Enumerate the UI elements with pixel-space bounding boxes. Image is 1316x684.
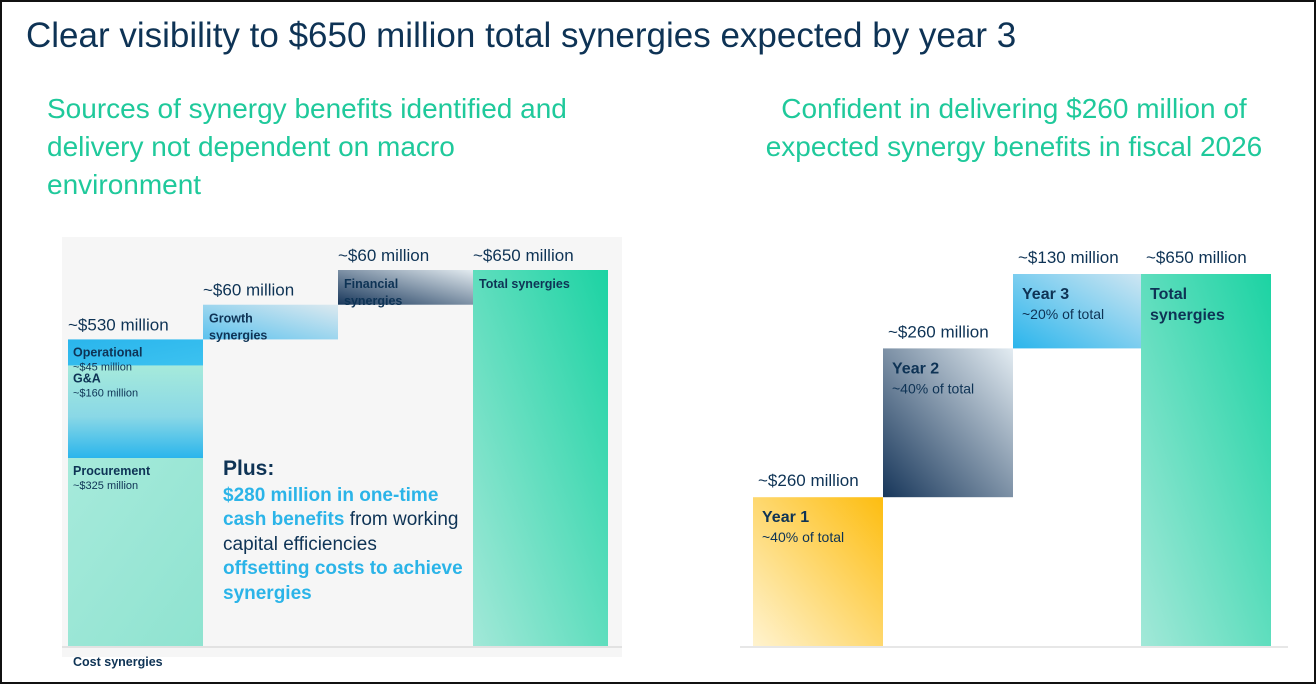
bar-name: Growth — [209, 312, 253, 326]
segment-value: ~$45 million — [73, 361, 132, 373]
bar-name: Total synergies — [479, 277, 570, 291]
segment-name: G&A — [73, 371, 101, 385]
bar-growth-synergies — [203, 304, 338, 340]
bar-segment-operational — [68, 339, 203, 366]
bar-name: Year 1 — [762, 509, 809, 526]
right-subtitle: Confident in delivering $260 million of … — [765, 93, 1263, 162]
bar-name: Total — [1150, 286, 1187, 303]
plus-amount: $280 million in one-time cash benefits — [223, 484, 439, 531]
bar-name: synergies — [344, 294, 402, 308]
bar-value-label: ~$260 million — [888, 322, 989, 341]
bar-share: ~20% of total — [1022, 306, 1104, 322]
x-axis-label: Cost synergies — [73, 655, 163, 669]
bar-value-label: ~$260 million — [758, 471, 859, 490]
bar-name: Year 2 — [892, 360, 939, 377]
page-title: Clear visibility to $650 million total s… — [26, 16, 1017, 55]
bar-value-label: ~$650 million — [473, 246, 574, 265]
segment-name: Procurement — [73, 464, 151, 478]
segment-name: Operational — [73, 345, 142, 359]
bar-total-synergies — [473, 270, 608, 646]
bar-value-label: ~$530 million — [68, 315, 169, 334]
segment-value: ~$325 million — [73, 480, 138, 492]
plus-text: from working capital efficiencies — [223, 509, 459, 555]
bar-name: synergies — [209, 329, 267, 343]
bar-name: Financial — [344, 277, 398, 291]
bar-total-synergies — [1141, 274, 1271, 646]
bar-year-1 — [753, 497, 883, 646]
bar-year-3 — [1013, 274, 1143, 349]
bar-segment-procurement — [68, 458, 203, 646]
bar-share: ~40% of total — [892, 380, 974, 396]
bar-name: synergies — [1150, 307, 1225, 324]
bar-financial-synergies — [338, 270, 473, 305]
bar-value-label: ~$60 million — [203, 281, 294, 300]
bar-value-label: ~$130 million — [1018, 248, 1119, 267]
bar-value-label: ~$650 million — [1146, 248, 1247, 267]
plus-offset: offsetting costs to achieve synergies — [223, 558, 463, 604]
left-chart: Procurement ~$325 million G&A ~$160 million… — [62, 246, 622, 669]
bar-share: ~40% of total — [762, 529, 844, 545]
segment-value: ~$160 million — [73, 387, 138, 399]
bar-value-label: ~$60 million — [338, 246, 429, 265]
plus-note: Plus: $280 million in one-time cash bene… — [223, 457, 463, 606]
left-subtitle: Sources of synergy benefits identified a… — [47, 93, 567, 200]
bar-name: Year 3 — [1022, 286, 1069, 303]
bar-year-2 — [883, 348, 1013, 498]
plus-heading: Plus: — [223, 457, 275, 480]
right-chart: Year 1 ~40% of total ~$260 million Year 2 ~4… — [740, 248, 1288, 648]
bar-segment-ga — [68, 365, 203, 458]
